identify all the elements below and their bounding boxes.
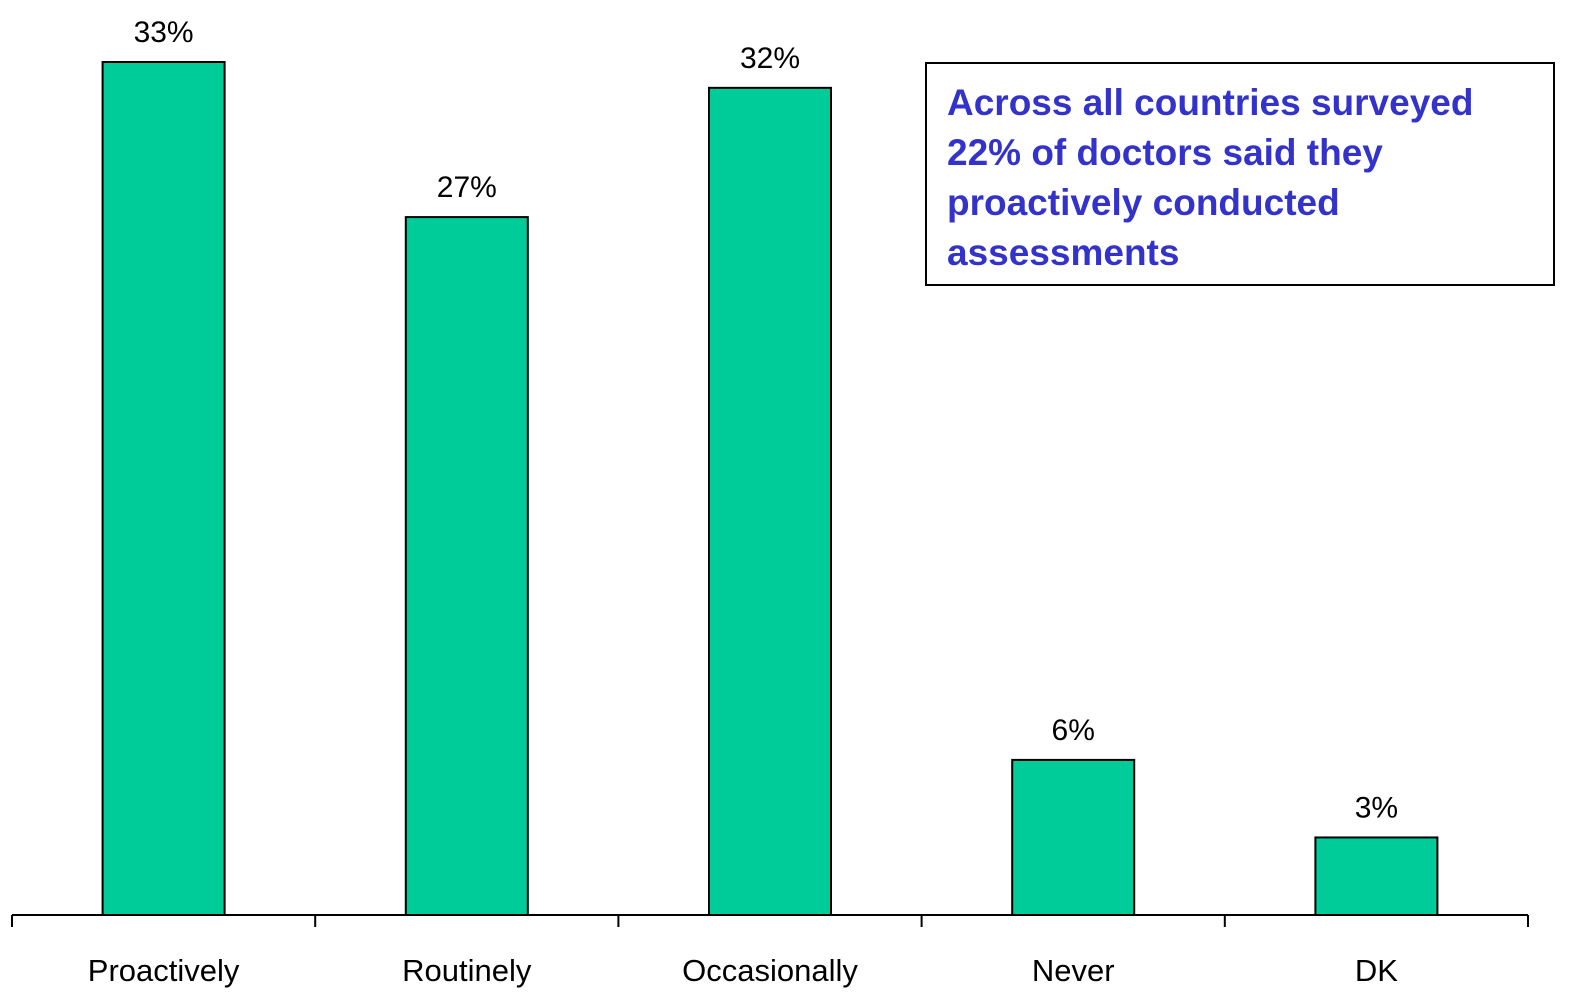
value-label-occasionally: 32% — [740, 42, 800, 75]
bars-group — [101, 61, 1439, 917]
category-label-dk: DK — [1355, 953, 1398, 988]
annotation-line-3: proactively conducted — [947, 182, 1340, 223]
category-label-occasionally: Occasionally — [682, 953, 858, 988]
annotation-line-1: Across all countries surveyed — [947, 82, 1474, 123]
category-labels-group: Proactively Routinely Occasionally Never DK — [88, 953, 1398, 988]
category-label-routinely: Routinely — [402, 953, 532, 988]
annotation-box: Across all countries surveyed 22% of doc… — [925, 62, 1555, 286]
value-label-routinely: 27% — [437, 171, 497, 204]
value-label-dk: 3% — [1355, 791, 1398, 824]
annotation-line-4: assessments — [947, 232, 1180, 273]
bar-routinely — [404, 216, 529, 917]
x-axis-ticks — [11, 915, 1529, 927]
bar-dk — [1314, 836, 1439, 916]
bar-occasionally — [708, 86, 832, 916]
bar-never — [1011, 758, 1136, 917]
value-label-proactively: 33% — [134, 16, 194, 49]
annotation-line-2: 22% of doctors said they — [947, 132, 1383, 173]
bar-proactively — [101, 61, 226, 916]
category-label-never: Never — [1032, 953, 1115, 988]
value-label-never: 6% — [1052, 714, 1095, 747]
value-labels-group: 33% 27% 32% 6% 3% — [134, 16, 1399, 824]
category-label-proactively: Proactively — [88, 953, 240, 988]
